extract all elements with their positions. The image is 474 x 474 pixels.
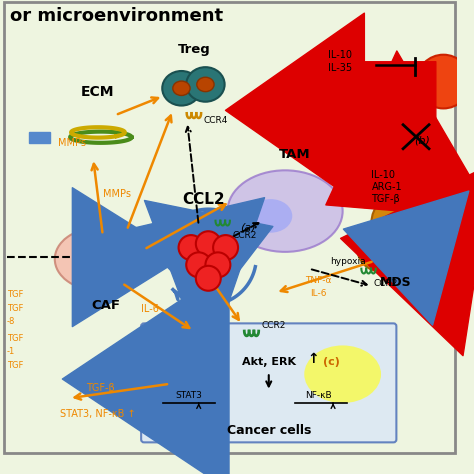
Ellipse shape: [162, 71, 201, 106]
Text: -8: -8: [7, 317, 15, 326]
Text: (a): (a): [240, 222, 255, 232]
Text: MMPs: MMPs: [58, 138, 86, 148]
Text: IL-6: IL-6: [141, 304, 159, 314]
Text: CCR2: CCR2: [261, 321, 285, 330]
Text: Akt, ERK: Akt, ERK: [242, 356, 296, 366]
Circle shape: [372, 194, 429, 251]
Text: ↑: ↑: [307, 352, 319, 366]
Ellipse shape: [228, 170, 343, 252]
Text: TGF: TGF: [7, 304, 23, 313]
Text: TGF: TGF: [7, 291, 23, 300]
Text: CAF: CAF: [91, 299, 120, 312]
Text: IL-6: IL-6: [310, 289, 327, 298]
Text: hypoxia: hypoxia: [330, 257, 366, 266]
Ellipse shape: [249, 199, 292, 233]
Text: (c): (c): [323, 356, 340, 366]
Circle shape: [83, 257, 103, 276]
Bar: [29, 132, 50, 143]
Text: TGF: TGF: [7, 334, 23, 343]
Circle shape: [393, 224, 441, 272]
Circle shape: [357, 224, 405, 272]
Text: TGF-β: TGF-β: [86, 383, 115, 393]
Circle shape: [196, 266, 221, 291]
Text: or microenvironment: or microenvironment: [9, 7, 223, 25]
Circle shape: [179, 235, 203, 260]
Circle shape: [417, 55, 470, 109]
Ellipse shape: [55, 228, 141, 290]
Ellipse shape: [197, 77, 214, 91]
Ellipse shape: [186, 67, 225, 102]
Ellipse shape: [151, 346, 228, 403]
Text: TGF: TGF: [7, 361, 23, 370]
Text: CCR2: CCR2: [232, 231, 257, 240]
Text: STAT3: STAT3: [176, 391, 202, 400]
Text: Treg: Treg: [178, 43, 210, 56]
Circle shape: [186, 252, 211, 277]
Text: ECM: ECM: [81, 85, 115, 99]
Text: TNF-α: TNF-α: [305, 276, 332, 285]
Text: STAT3, NF-κB ↑: STAT3, NF-κB ↑: [60, 410, 135, 419]
Text: CCR2: CCR2: [374, 279, 398, 288]
Text: MDS: MDS: [380, 276, 411, 289]
Text: -1: -1: [7, 347, 15, 356]
FancyBboxPatch shape: [4, 2, 455, 453]
Circle shape: [205, 252, 230, 277]
Circle shape: [93, 242, 112, 261]
Text: MMPs: MMPs: [103, 189, 131, 199]
Text: TGF-β: TGF-β: [372, 194, 400, 204]
Text: NF-κB: NF-κB: [305, 391, 332, 400]
Text: IL-35: IL-35: [328, 63, 352, 73]
Ellipse shape: [304, 346, 381, 403]
Circle shape: [103, 252, 122, 272]
Circle shape: [77, 245, 96, 264]
Circle shape: [213, 235, 238, 260]
Ellipse shape: [173, 81, 190, 95]
Text: Cancer cells: Cancer cells: [227, 424, 311, 437]
Text: CCL2: CCL2: [182, 192, 225, 208]
Text: IL-10: IL-10: [372, 170, 395, 180]
Text: CCR4: CCR4: [203, 116, 228, 125]
Text: TAM: TAM: [279, 148, 310, 161]
Circle shape: [196, 231, 221, 256]
Text: IL-10: IL-10: [328, 50, 352, 60]
Text: ARG-1: ARG-1: [372, 182, 402, 192]
Text: (b): (b): [415, 136, 430, 146]
FancyBboxPatch shape: [141, 323, 396, 442]
